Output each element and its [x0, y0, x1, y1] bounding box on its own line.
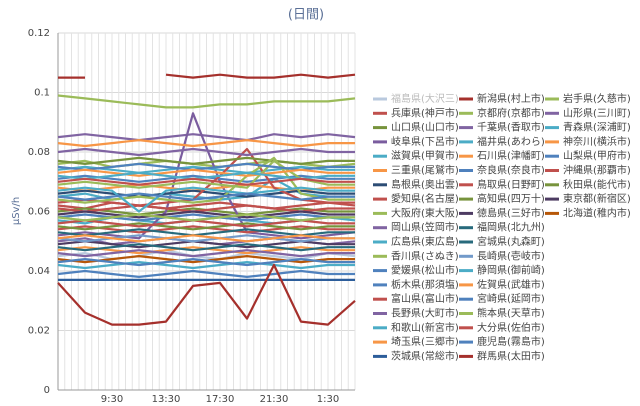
- x-tick-label: 21:30: [260, 394, 289, 402]
- legend-label: 宮城県(丸森町): [477, 235, 545, 248]
- legend-label: 石川県(津幡町): [477, 149, 545, 162]
- legend-label: 北海道(稚内市): [563, 206, 631, 219]
- legend-label: 静岡県(御前崎): [477, 264, 545, 277]
- series-line: [57, 189, 355, 198]
- y-tick-label: 0.08: [28, 147, 50, 158]
- y-tick-label: 0.06: [28, 207, 50, 218]
- legend-label: 岐阜県(下呂市): [391, 135, 459, 148]
- legend-label: 滋賀県(甲賀市): [391, 149, 459, 162]
- series-line: [57, 243, 355, 252]
- series-line: [57, 133, 356, 142]
- legend-label: 大阪府(東大阪): [391, 206, 459, 219]
- legend-label: 富山県(富山市): [391, 292, 459, 305]
- legend-label: 長崎県(壱岐市): [477, 249, 545, 262]
- legend-label: 京都府(京都市): [477, 106, 545, 119]
- legend-label: 神奈川(横浜市): [563, 135, 631, 148]
- legend-label: 千葉県(香取市): [477, 121, 545, 134]
- legend-label: 高知県(四万十): [477, 192, 545, 205]
- legend-label: 茨城県(常総市): [391, 349, 459, 362]
- x-tick-label: 1:30: [317, 394, 339, 402]
- x-tick-label: 9:30: [101, 394, 123, 402]
- chart-title: (日間): [288, 8, 324, 23]
- series-line: [57, 269, 355, 278]
- legend-label: 和歌山(新宮市): [391, 321, 459, 334]
- y-tick-label: 0.1: [34, 88, 50, 99]
- series-line: [57, 210, 355, 219]
- series-line: [57, 147, 355, 157]
- legend-label: 佐賀県(武雄市): [477, 278, 545, 291]
- series-line: [57, 186, 355, 213]
- legend-label: 熊本県(天草市): [477, 307, 545, 320]
- legend-label: 宮崎県(延岡市): [477, 292, 545, 305]
- legend-label: 山梨県(甲府市): [563, 149, 631, 162]
- legend-label: 香川県(さぬき): [391, 250, 459, 262]
- legend-label: 島根県(奥出雲): [391, 178, 459, 191]
- legend-label: 長野県(大町市): [391, 307, 459, 320]
- legend-label: 鹿児島(霧島市): [477, 335, 545, 348]
- series-line: [57, 261, 355, 270]
- series-line: [57, 263, 356, 326]
- legend-label: 東京都(新宿区): [563, 192, 631, 205]
- series-line: [57, 234, 355, 243]
- series-line: [57, 168, 355, 177]
- legend-label: 福岡県(北九州): [477, 221, 545, 234]
- y-tick-label: 0.12: [28, 28, 50, 39]
- series-line: [57, 192, 355, 201]
- series-line: [57, 139, 355, 148]
- legend-label: 大分県(佐伯市): [477, 321, 545, 334]
- series-line: [57, 156, 355, 165]
- y-tick-label: 0.04: [28, 266, 50, 277]
- series-line: [57, 258, 355, 267]
- series-line: [57, 213, 355, 222]
- legend-label: 愛知県(名古屋): [391, 192, 459, 205]
- legend-label: 福島県(大沢三): [391, 92, 459, 105]
- legend-label: 新潟県(村上市): [477, 92, 545, 105]
- x-tick-label: 13:30: [152, 394, 181, 402]
- legend-label: 三重県(尾鷲市): [391, 164, 459, 177]
- legend-label: 兵庫県(神戸市): [391, 106, 459, 119]
- y-axis-label: μSv/h: [11, 197, 22, 225]
- legend-label: 青森県(深浦町): [563, 121, 631, 134]
- legend-label: 沖縄県(那覇市): [563, 164, 631, 177]
- series-line: [57, 112, 356, 240]
- legend-label: 広島県(東広島): [391, 235, 459, 248]
- legend-label: 秋田県(能代市): [563, 178, 631, 191]
- legend-label: 山口県(山口市): [391, 121, 459, 134]
- y-tick-label: 0.02: [28, 326, 50, 337]
- legend-label: 栃木県(那須塩): [391, 278, 459, 291]
- legend-label: 徳島県(三好市): [477, 206, 545, 219]
- legend-label: 岡山県(笠岡市): [391, 221, 459, 234]
- legend-label: 愛媛県(松山市): [391, 264, 459, 277]
- series-line: [57, 94, 356, 109]
- legend-label: 鳥取県(日野町): [477, 178, 545, 191]
- y-tick-label: 0: [44, 385, 50, 396]
- series-line: [58, 73, 356, 79]
- x-tick-label: 17:30: [206, 394, 235, 402]
- legend-label: 埼玉県(三郷市): [391, 335, 459, 348]
- legend-label: 山形県(三川町): [563, 107, 631, 119]
- legend-label: 奈良県(奈良市): [477, 164, 545, 177]
- series-line: [57, 156, 355, 204]
- series-line: [57, 222, 355, 231]
- legend-label: 群馬県(太田市): [477, 349, 545, 362]
- series-line: [57, 201, 356, 210]
- series-line: [57, 249, 356, 261]
- series-line: [57, 177, 355, 186]
- legend-label: 岩手県(久慈市): [563, 92, 631, 105]
- series-line: [57, 249, 355, 258]
- legend-label: 福井県(あわら): [477, 135, 545, 148]
